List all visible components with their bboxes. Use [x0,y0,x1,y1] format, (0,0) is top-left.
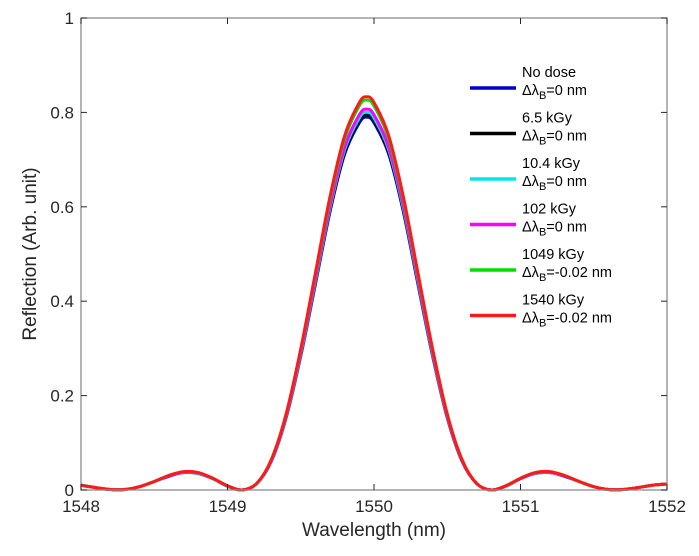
legend-label: 10.4 kGy [522,156,581,172]
y-tick-label: 0.4 [50,292,74,311]
y-tick-label: 0.8 [50,103,74,122]
x-tick-label: 1550 [355,497,393,516]
ticks: 1548 1549 1550 1551 1552 0 0.2 0.4 0.6 0.8 1 [50,9,686,516]
legend-label: 1049 kGy [522,247,585,263]
legend-label: No dose [522,65,576,81]
legend-shift: ΔλB=0 nm [522,220,587,239]
series-layer [80,95,668,492]
y-tick-label: 0.6 [50,198,74,217]
x-tick-label: 1551 [502,497,540,516]
legend-shift: ΔλB=0 nm [522,83,587,102]
legend-label: 1540 kGy [522,293,585,309]
series-line-5 [80,95,668,492]
x-axis-label: Wavelength (nm) [302,520,446,541]
y-axis-label: Reflection (Arb. unit) [20,167,41,340]
legend-shift: ΔλB=-0.02 nm [522,265,612,284]
x-tick-label: 1549 [209,497,247,516]
legend-label: 102 kGy [522,202,577,218]
x-tick-label: 1548 [62,497,100,516]
legend-entry: 102 kGy ΔλB=0 nm [470,202,587,239]
legend-entry: 1540 kGy ΔλB=-0.02 nm [470,293,612,330]
y-tick-label: 1 [65,9,74,28]
x-tick-label: 1552 [648,497,686,516]
y-tick-label: 0 [65,481,74,500]
legend-shift: ΔλB=0 nm [522,129,587,148]
legend: No dose ΔλB=0 nm 6.5 kGy ΔλB=0 nm 10.4 kGy Δλ… [470,65,612,330]
y-tick-label: 0.2 [50,387,74,406]
legend-entry: 1049 kGy ΔλB=-0.02 nm [470,247,612,284]
legend-entry: 10.4 kGy ΔλB=0 nm [470,156,587,193]
legend-shift: ΔλB=0 nm [522,174,587,193]
legend-shift: ΔλB=-0.02 nm [522,311,612,330]
legend-entry: 6.5 kGy ΔλB=0 nm [470,111,587,148]
legend-label: 6.5 kGy [522,111,573,127]
legend-entry: No dose ΔλB=0 nm [470,65,587,102]
